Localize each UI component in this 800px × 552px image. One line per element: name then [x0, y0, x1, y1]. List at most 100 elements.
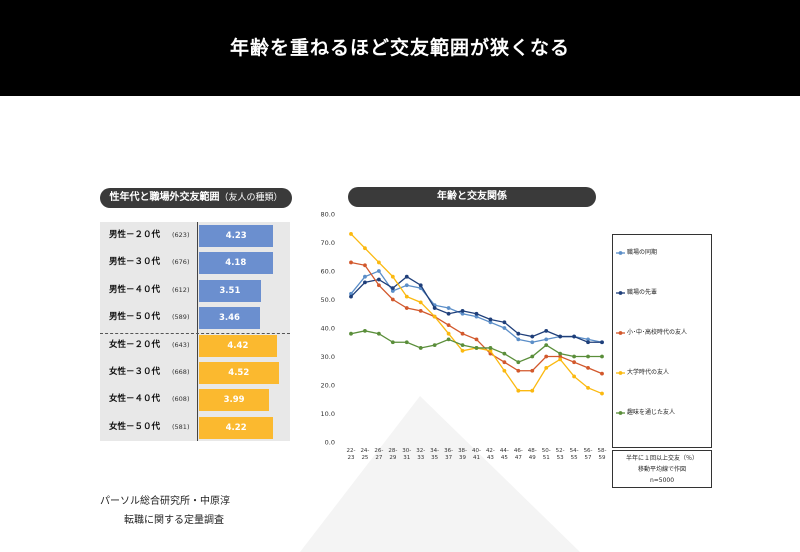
gender-separator — [100, 333, 290, 334]
bar-row-label: 女性－３０代 — [109, 367, 161, 377]
data-point — [572, 374, 577, 379]
data-point — [474, 311, 479, 316]
data-point — [558, 357, 563, 362]
data-point — [404, 283, 409, 288]
data-point — [600, 391, 604, 396]
data-point — [530, 354, 535, 359]
bar-row-label: 女性－４０代 — [109, 394, 161, 405]
bar-row-sample-size: (589) — [172, 313, 190, 322]
x-tick-label: 58- — [598, 448, 607, 454]
bar-value-label: 3.46 — [218, 313, 240, 324]
bar-row: 女性－４０代 (608) 3.99 — [100, 386, 290, 413]
bar: 4.18 — [199, 252, 273, 275]
data-point — [349, 260, 353, 265]
data-point — [404, 274, 409, 279]
legend-swatch-icon — [616, 331, 625, 335]
data-point — [572, 334, 577, 339]
bar-row-sample-size: (608) — [172, 395, 190, 404]
y-tick-label: 60.0 — [321, 268, 335, 276]
x-tick-label: 33 — [417, 455, 424, 461]
line-chart-svg: 0.0 10.0 20.0 30.0 40.0 50.0 60.0 70.0 80.0 22-23… — [321, 211, 607, 462]
legend-label: 小･中･高校時代の友人 — [627, 329, 688, 336]
bar-value-label: 4.18 — [225, 258, 247, 269]
x-tick-label: 28- — [388, 448, 397, 454]
x-tick-label: 55 — [571, 455, 578, 461]
data-point — [363, 274, 367, 279]
bar-row-sample-size: (612) — [172, 285, 190, 294]
data-point — [586, 340, 590, 345]
data-point — [586, 366, 590, 370]
bar-value-label: 3.51 — [219, 285, 241, 296]
data-point — [488, 346, 493, 350]
x-tick-label: 53 — [557, 455, 564, 461]
x-tick-label: 48- — [528, 448, 537, 454]
y-tick-label: 70.0 — [321, 239, 335, 247]
legend-swatch-icon — [616, 371, 625, 375]
x-tick-label: 52- — [556, 448, 565, 454]
legend-swatch-marker — [618, 251, 623, 255]
data-point — [474, 314, 479, 319]
right-chart-title-text: 年齢と交友関係 — [437, 191, 507, 202]
x-tick-label: 46- — [514, 448, 523, 454]
data-point — [516, 388, 521, 393]
x-tick-label: 38- — [458, 448, 467, 454]
data-point — [390, 289, 395, 293]
data-point — [600, 354, 604, 359]
bar-value-label: 4.42 — [227, 340, 249, 351]
legend-swatch-icon — [616, 411, 625, 415]
data-point — [572, 354, 577, 359]
data-point — [502, 368, 507, 373]
data-point — [390, 340, 395, 345]
bar: 4.23 — [199, 225, 274, 247]
data-point — [446, 306, 451, 310]
x-tick-label: 29 — [389, 455, 396, 461]
data-point — [446, 323, 451, 328]
data-point — [502, 351, 507, 356]
x-tick-label: 34- — [430, 448, 439, 454]
data-point — [390, 286, 395, 290]
data-point — [418, 283, 423, 288]
x-tick-label: 59 — [599, 455, 606, 461]
data-point — [418, 300, 423, 305]
data-point — [418, 346, 423, 350]
data-point — [516, 368, 521, 373]
source-survey: 転職に関する定量調査 — [124, 515, 224, 526]
data-point — [363, 246, 367, 251]
data-point — [544, 343, 549, 347]
bar-row-label: 男性－４０代 — [109, 284, 161, 295]
source-author: パーソル総合研究所・中原淳 — [100, 496, 230, 507]
data-point — [488, 320, 493, 325]
data-point — [404, 340, 409, 345]
data-point — [516, 337, 521, 342]
bar-value-label: 3.99 — [223, 395, 245, 406]
data-point — [460, 311, 465, 316]
y-tick-label: 10.0 — [321, 410, 335, 418]
left-chart-title: 性年代と職場外交友範囲（友人の種類） — [100, 188, 292, 208]
data-point — [516, 360, 521, 365]
legend-swatch-marker — [618, 331, 623, 335]
data-point — [544, 366, 549, 370]
bar: 3.46 — [199, 307, 260, 330]
note-line: n=5000 — [649, 477, 675, 484]
bar-row-sample-size: (676) — [172, 258, 190, 267]
x-tick-label: 57 — [585, 455, 592, 461]
x-tick-label: 23 — [348, 455, 355, 461]
data-point — [349, 294, 353, 299]
x-tick-label: 47 — [515, 455, 522, 461]
x-tick-label: 40- — [472, 448, 481, 454]
bar-row-sample-size: (623) — [172, 231, 190, 239]
data-point — [404, 294, 409, 299]
background-decoration — [0, 96, 800, 552]
bar-row-sample-size: (581) — [172, 422, 190, 431]
data-point — [530, 388, 535, 393]
chart-legend: 職場の同期 職場の先輩 小･中･高校時代の友人 大学時代の友人 趣味を通じた友人 — [612, 234, 712, 448]
data-point — [474, 346, 479, 350]
data-point — [404, 306, 409, 310]
x-tick-label: 22- — [347, 448, 356, 454]
data-point — [558, 351, 563, 356]
x-tick-label: 51 — [543, 455, 550, 461]
data-point — [418, 309, 423, 313]
y-tick-label: 50.0 — [321, 296, 335, 304]
bar-divider — [197, 222, 198, 441]
bar-row: 男性－４０代 (612) 3.51 — [100, 277, 290, 304]
